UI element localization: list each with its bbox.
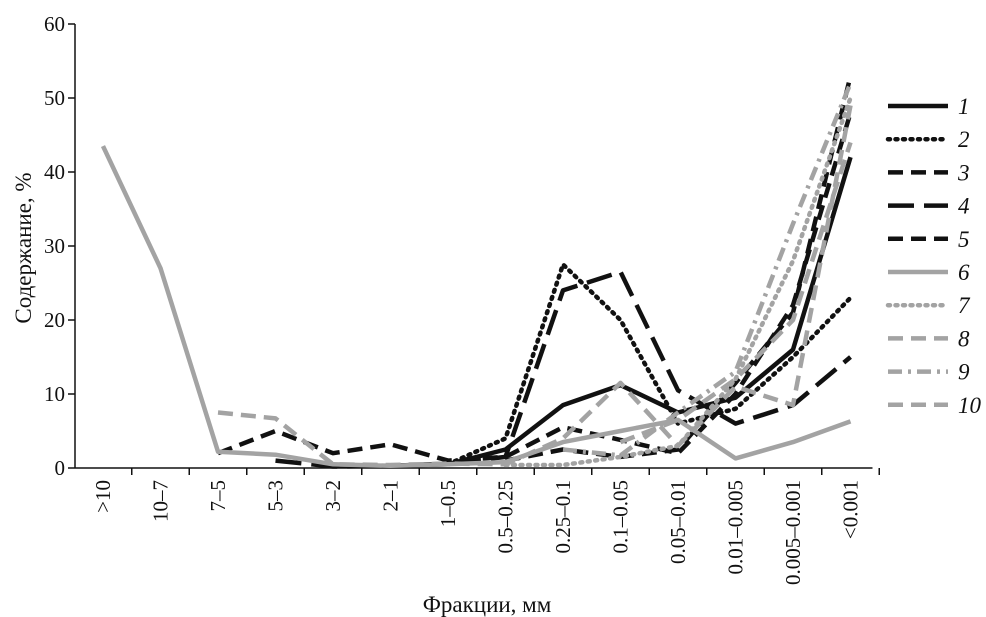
x-tick-label: 0.1–0.05 [609,480,633,554]
series-group [100,75,853,469]
y-tick-label: 0 [55,456,66,480]
y-axis-title: Содержание, % [11,172,36,323]
y-tick-label: 10 [44,382,65,406]
x-tick-label: <0.001 [839,480,863,539]
legend-label-3: 3 [957,160,970,185]
x-tick-label: 0.5–0.25 [494,480,518,554]
x-axis-title: Фракции, мм [423,592,552,617]
legend-label-7: 7 [958,293,971,318]
y-tick-label: 60 [44,12,65,36]
legend-label-6: 6 [958,260,970,285]
series-10-line [619,141,853,445]
axes: 0 10 20 30 40 50 60 >10 10–7 7–5 5–3 3–2 2–1 1–0.5 0.5… [44,12,880,585]
x-tick-label: 7–5 [206,480,230,512]
series-4-line [275,269,852,469]
x-tick-label: >10 [91,480,115,513]
y-tick-label: 20 [44,308,65,332]
x-tick-label: 1–0.5 [436,480,460,527]
x-tick-label: 3–2 [321,480,345,512]
x-tick-label: 0.05–0.01 [666,480,690,564]
x-tick-label: 0.005–0.001 [781,480,805,585]
legend-label-4: 4 [958,194,970,219]
series-9-line [562,82,853,458]
series-1-line [333,156,853,469]
y-tick-label: 50 [44,86,65,110]
y-tick-label: 30 [44,234,65,258]
x-tick-label: 2–1 [379,480,403,512]
series-8-line [217,104,853,468]
legend-label-1: 1 [958,94,970,119]
legend-label-10: 10 [958,393,982,418]
legend: 1 2 3 4 5 6 7 8 9 10 [885,94,982,418]
series-5-line [217,112,853,463]
legend-label-2: 2 [958,127,970,152]
legend-label-5: 5 [958,227,970,252]
x-tick-label: 10–7 [149,480,173,522]
series-6-line [100,145,852,469]
series-2-line [445,262,853,467]
legend-label-9: 9 [958,360,970,385]
y-tick-label: 40 [44,160,65,184]
x-tick-label: 0.25–0.1 [551,480,575,554]
x-tick-label: 0.01–0.005 [724,480,748,575]
x-tick-label: 5–3 [264,480,288,512]
legend-label-8: 8 [958,326,970,351]
